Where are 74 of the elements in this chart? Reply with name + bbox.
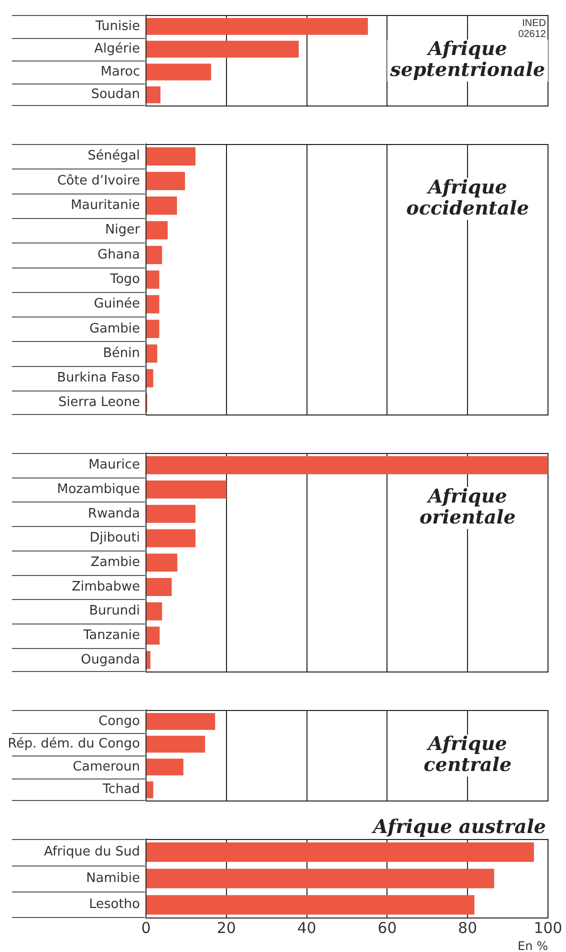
text: Afrique occidentale	[406, 176, 529, 220]
y-tick-label: Ghana	[98, 247, 140, 262]
y-tick-label: Soudan	[91, 87, 140, 102]
y-tick-label: Maroc	[100, 64, 140, 80]
chart-title: Afrique australe	[371, 816, 546, 838]
x-tick-label: 20	[216, 918, 236, 937]
bar	[146, 842, 534, 862]
y-tick-label: Tanzanie	[82, 628, 140, 644]
bar	[146, 172, 185, 190]
bar	[146, 626, 160, 645]
y-tick-label: Zimbabwe	[72, 579, 140, 594]
bar	[146, 295, 160, 314]
y-tick-label: Cameroun	[72, 759, 140, 774]
bar	[146, 369, 154, 388]
x-tick-label: 60	[378, 918, 397, 937]
y-tick-label: Namibie	[86, 870, 140, 886]
bar	[146, 18, 368, 35]
y-tick-label: Congo	[98, 714, 140, 729]
bar	[146, 147, 196, 166]
bar	[146, 246, 162, 264]
x-tick-label: 80	[458, 918, 478, 937]
bar	[146, 40, 299, 58]
y-tick-label: Tchad	[102, 782, 140, 798]
text: Afrique septentrionale	[389, 38, 546, 82]
y-tick-label: Guinée	[94, 296, 140, 312]
text: Afrique orientale	[420, 485, 516, 528]
y-tick-label: Sénégal	[88, 148, 140, 164]
y-tick-label: Afrique du Sud	[44, 844, 140, 860]
y-tick-label: Bénin	[102, 346, 140, 361]
y-tick-label: Djibouti	[90, 530, 140, 546]
bar	[146, 602, 162, 620]
y-tick-label: Gambie	[89, 321, 140, 336]
annotation: INED 02612	[518, 18, 546, 40]
y-tick-label: Algérie	[94, 42, 140, 57]
bar	[146, 868, 494, 888]
y-tick-label: Sierra Leone	[58, 395, 140, 410]
bar	[146, 781, 154, 798]
y-tick-label: Lesotho	[88, 897, 140, 912]
x-tick-label: 100	[534, 918, 562, 937]
y-tick-label: Mauritanie	[70, 198, 140, 214]
bar	[146, 758, 184, 776]
bar	[146, 270, 160, 289]
y-tick-label: Mozambique	[57, 482, 140, 497]
y-tick-label: Côte d’Ivoire	[57, 173, 140, 188]
y-tick-label: Rép. dém. du Congo	[8, 736, 140, 752]
y-tick-label: Burundi	[89, 604, 140, 619]
bar	[146, 554, 178, 572]
bar	[146, 86, 160, 104]
bar	[146, 196, 177, 215]
bar	[146, 344, 158, 363]
text: Afrique centrale	[424, 733, 512, 776]
bar	[146, 651, 150, 670]
y-tick-label: Burkina Faso	[57, 370, 140, 386]
bar	[146, 320, 160, 338]
y-tick-label: Zambie	[90, 554, 140, 570]
y-tick-label: Maurice	[88, 458, 140, 473]
y-tick-label: Niger	[105, 222, 141, 238]
bar	[146, 480, 226, 499]
x-tick-label: 40	[297, 918, 316, 937]
bar	[146, 504, 196, 523]
x-tick-label: 0	[141, 918, 151, 937]
y-tick-label: Togo	[109, 272, 140, 287]
y-tick-label: Rwanda	[88, 506, 140, 522]
x-axis-title: En %	[518, 938, 548, 952]
y-tick-label: Ouganda	[80, 652, 140, 668]
bar	[146, 578, 172, 596]
bar	[146, 895, 474, 915]
bar	[146, 736, 206, 753]
bar	[146, 221, 168, 240]
bar	[146, 712, 216, 730]
y-tick-label: Tunisie	[94, 18, 140, 34]
bar	[146, 529, 196, 548]
bar	[146, 64, 212, 80]
bar	[146, 456, 548, 474]
